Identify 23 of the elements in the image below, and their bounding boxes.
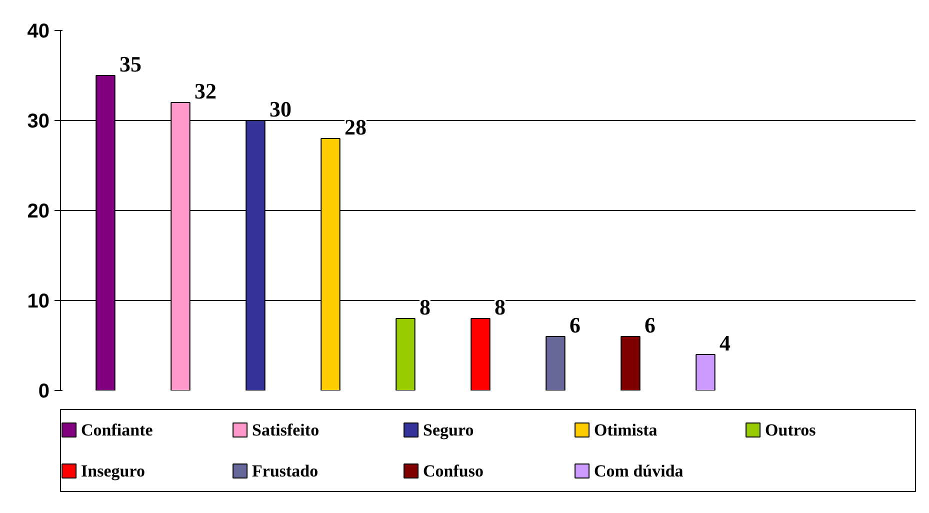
y-tick-label: 30 — [27, 110, 50, 132]
data-label: 6 — [644, 312, 656, 338]
y-tick-label: 20 — [27, 200, 50, 222]
y-tick-label: 10 — [27, 290, 50, 312]
legend-label: Seguro — [423, 420, 474, 440]
data-label: 28 — [344, 114, 366, 140]
legend-label: Frustado — [252, 462, 318, 480]
legend-label: Confuso — [423, 462, 484, 480]
legend-label: Otimista — [594, 420, 658, 440]
data-label: 30 — [270, 96, 292, 122]
legend-label: Inseguro — [81, 462, 145, 480]
data-label: 32 — [194, 78, 216, 104]
data-label: 6 — [570, 312, 580, 338]
data-label: 35 — [120, 52, 142, 76]
data-label: 8 — [420, 294, 430, 320]
legend-label: Com dúvida — [594, 462, 684, 480]
legend-label: Outros — [765, 420, 816, 440]
data-label: 4 — [720, 330, 730, 356]
data-label: 8 — [494, 294, 506, 320]
y-tick-label: 40 — [27, 20, 50, 42]
legend-label: Confiante — [81, 420, 154, 440]
legend-label: Satisfeito — [252, 420, 320, 440]
y-tick-label: 0 — [38, 380, 50, 402]
